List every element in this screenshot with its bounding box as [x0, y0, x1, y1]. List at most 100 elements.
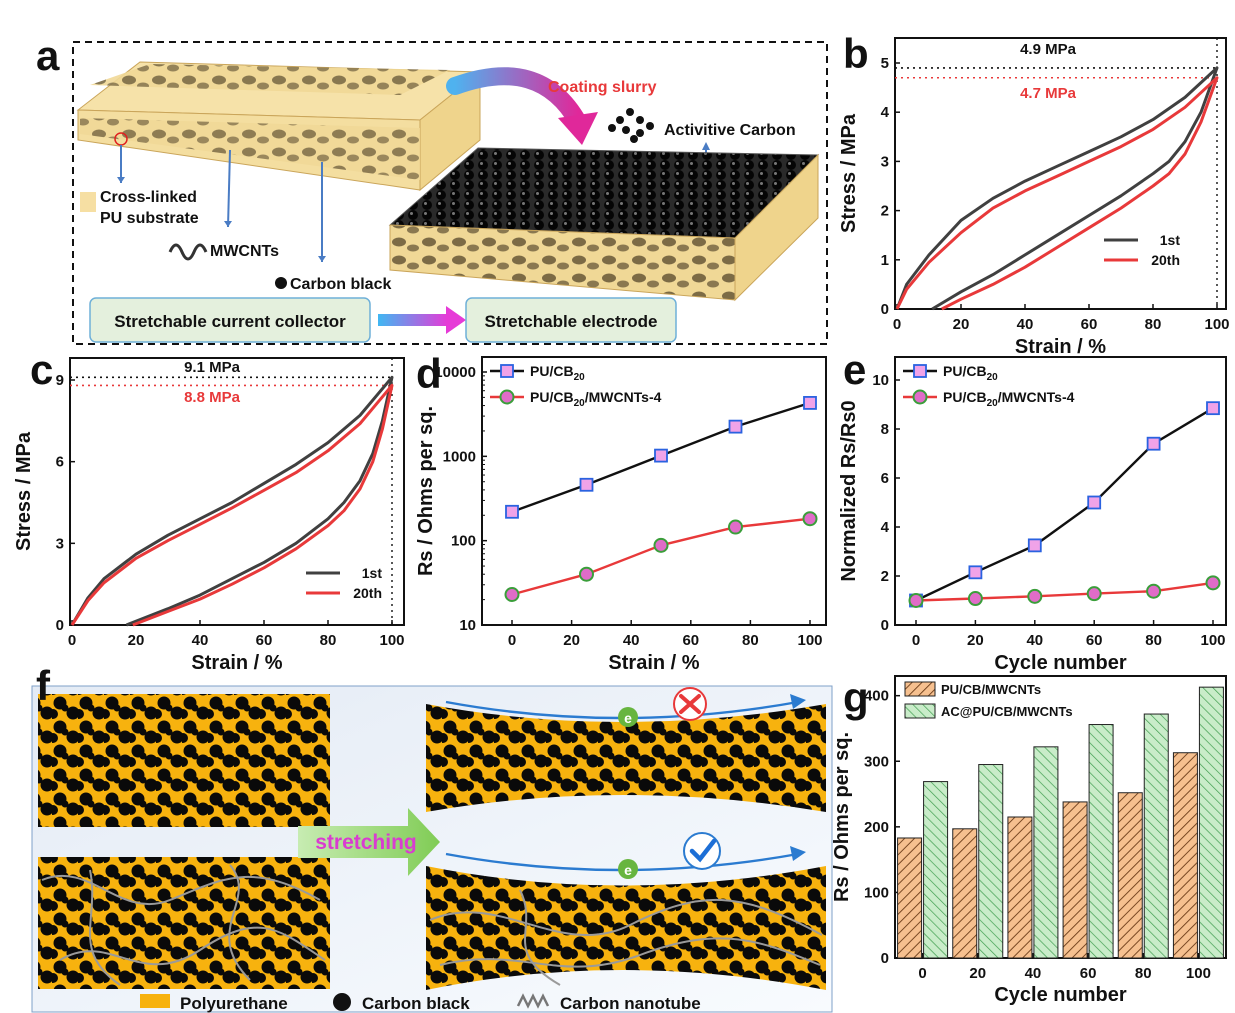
schematic-a: Cross-linked PU substrate MWCNTs Carbon bla…	[72, 41, 828, 345]
y-tick-label: 1000	[443, 448, 476, 465]
data-point-circle	[967, 591, 983, 607]
data-point-square	[1027, 538, 1042, 553]
legend-polyurethane-label: Polyurethane	[180, 994, 288, 1013]
y-axis-title: Rs / Ohms per sq.	[831, 732, 853, 902]
fail-cross-mark	[679, 694, 701, 714]
legend-label-tail: /MWCNTs-4	[998, 389, 1075, 405]
x-tick-label: 60	[256, 632, 273, 649]
data-point-square	[968, 565, 983, 580]
legend-label: 20th	[353, 585, 382, 601]
x-tick-label: 40	[1017, 316, 1034, 333]
y-tick-label: 9	[56, 372, 64, 389]
legend-nanotube-icon	[516, 993, 550, 1009]
data-point-square	[505, 504, 519, 519]
x-tick-label: 20	[967, 632, 984, 649]
electron-arrowhead-icon	[790, 846, 806, 861]
x-tick-label: 80	[320, 632, 337, 649]
x-tick-label: 0	[918, 965, 926, 982]
y-tick-label: 0	[56, 617, 64, 634]
activated-carbon-icon	[626, 108, 634, 116]
panel-letter-e: e	[843, 346, 866, 393]
peak-annotation: 4.9 MPa	[1020, 41, 1077, 58]
pointer-line	[227, 149, 231, 228]
data-point-square	[1206, 401, 1220, 416]
pointer-arrowhead-icon	[318, 256, 326, 262]
label-coating-slurry: Coating slurry	[548, 79, 657, 96]
data-point-circle	[579, 566, 594, 582]
electron-label: e	[624, 862, 632, 878]
legend-label: PU/CB/MWCNTs	[941, 682, 1041, 697]
x-axis-title: Strain / %	[191, 652, 282, 674]
bar-pu-cb-mwcnts	[1007, 816, 1033, 959]
x-tick-label: 20	[953, 316, 970, 333]
series-line-1	[511, 517, 811, 596]
x-tick-label: 80	[1145, 632, 1162, 649]
box-electrode	[465, 297, 677, 343]
data-point-circle	[1086, 586, 1102, 602]
schematic-a-frame	[72, 41, 828, 345]
legend-label: PU/CB20	[530, 363, 585, 383]
bar-ac-pu-cb-mwcnts	[923, 781, 949, 959]
x-axis-title: Strain / %	[608, 652, 699, 674]
data-point-square	[579, 477, 594, 492]
y-tick-label: 5	[881, 55, 889, 72]
substrate-carbon-top	[90, 64, 450, 95]
x-tick-label: 100	[379, 632, 404, 649]
data-point-square	[913, 364, 927, 378]
x-tick-label: 100	[1204, 316, 1229, 333]
y-tick-label: 2	[881, 203, 889, 220]
y-tick-label: 0	[881, 617, 889, 634]
data-point-circle	[1205, 575, 1221, 591]
stretched-pu-cb-mwcnts-panel	[426, 866, 826, 990]
box-current-collector	[89, 297, 371, 343]
legend-label: PU/CB20	[943, 363, 998, 383]
data-point-square	[1146, 436, 1161, 451]
data-point-square	[654, 448, 668, 463]
panel-letter-a: a	[36, 32, 60, 79]
y-tick-label: 10	[872, 372, 889, 389]
panel-letter-g: g	[843, 674, 869, 721]
data-point-circle	[912, 389, 928, 405]
peak-annotation: 9.1 MPa	[184, 359, 241, 376]
activated-carbon-icon	[630, 135, 638, 143]
y-axis-title: Normalized Rs/Rs0	[838, 400, 860, 581]
x-tick-label: 0	[893, 316, 901, 333]
legend-label-main: PU/CB	[530, 389, 574, 405]
data-point-circle	[653, 537, 669, 553]
x-tick-label: 0	[912, 632, 920, 649]
electrode-front-face	[389, 224, 736, 301]
electron-badge-icon	[618, 859, 638, 879]
label-electrode: Stretchable electrode	[485, 312, 658, 331]
y-tick-label: 100	[451, 533, 476, 550]
activated-carbon-icon	[616, 116, 624, 124]
bar-ac-pu-cb-mwcnts	[1143, 713, 1169, 959]
bar-pu-cb-mwcnts	[1062, 801, 1088, 959]
bar-ac-pu-cb-mwcnts	[1198, 686, 1224, 959]
bar-pu-cb-mwcnts	[1117, 792, 1143, 959]
legend-label-sub: 20	[574, 398, 586, 409]
legend-label-main: PU/CB	[943, 389, 987, 405]
legend-label: AC@PU/CB/MWCNTs	[941, 704, 1073, 719]
label-current-collector: Stretchable current collector	[114, 312, 346, 331]
data-point-square	[803, 396, 817, 410]
legend-label: PU/CB20/MWCNTs-4	[943, 389, 1075, 409]
data-point-circle	[504, 586, 520, 602]
plot-frame-c	[69, 357, 405, 626]
legend-label: 1st	[362, 565, 383, 581]
x-tick-label: 20	[969, 965, 986, 982]
activated-carbon-icon	[636, 116, 644, 124]
series-line-20th	[895, 76, 1219, 311]
y-tick-label: 1	[881, 252, 889, 269]
legend-label-sub: 20	[574, 372, 586, 383]
chart-b: 0 20 40 60 80 100 0 1 2 3 4 5 4.9 MPa 4.7 MPa Strain /…	[838, 37, 1230, 358]
activated-carbon-icon	[636, 129, 644, 137]
schematic-f: e e stretching Polyurethane Carbon black Carb…	[31, 685, 833, 1013]
series-line-0	[915, 407, 1214, 602]
x-tick-label: 60	[1080, 965, 1097, 982]
legend-label-tail: /MWCNTs-4	[585, 389, 662, 405]
x-tick-label: 20	[563, 632, 580, 649]
carbon-nanotube-strand	[89, 869, 121, 986]
data-point-circle	[1146, 583, 1162, 599]
carbon-nanotube-strand	[41, 874, 321, 906]
